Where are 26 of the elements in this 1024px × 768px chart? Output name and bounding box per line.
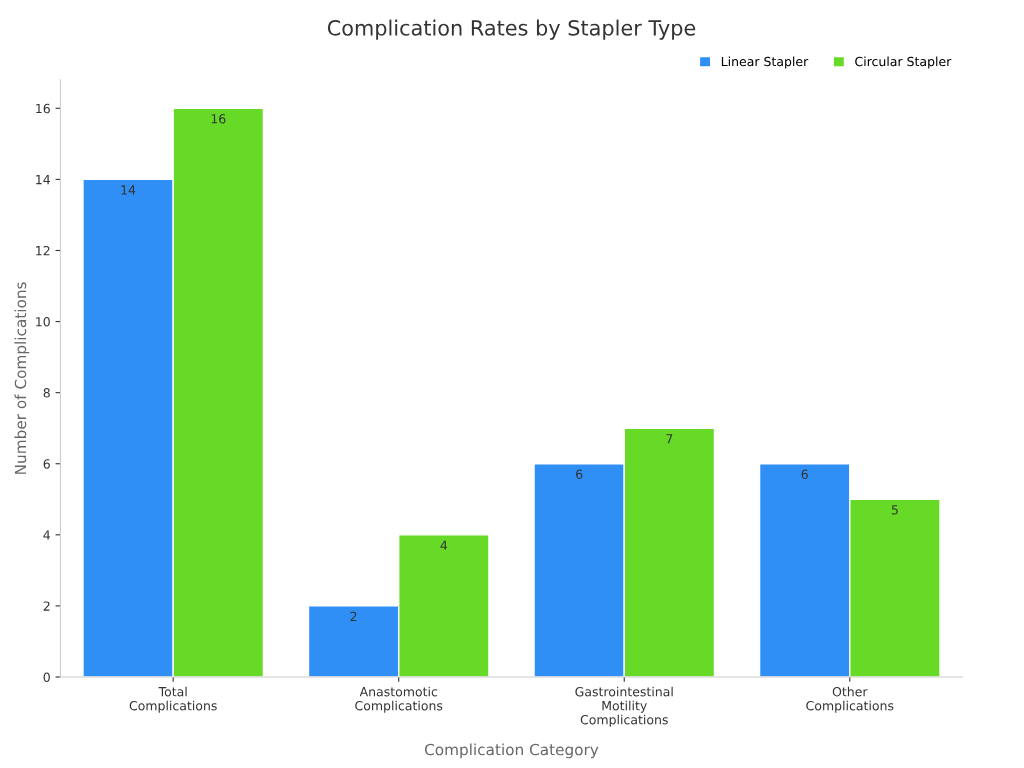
- y-tick-label: 6: [43, 459, 50, 469]
- data-label: 5: [891, 505, 898, 515]
- y-tick-label: 2: [43, 601, 50, 611]
- y-tick-label: 14: [36, 175, 50, 185]
- chart-title: Complication Rates by Stapler Type: [327, 19, 696, 40]
- x-tick-label: Total Complications: [129, 686, 217, 713]
- y-tick-label: 8: [43, 388, 50, 398]
- data-label: 16: [211, 114, 226, 124]
- data-label: 4: [440, 540, 448, 550]
- legend-label: Linear Stapler: [721, 56, 809, 69]
- data-label: 7: [666, 434, 673, 444]
- data-label: 6: [576, 469, 583, 479]
- data-label: 2: [350, 611, 357, 621]
- y-axis-title: Number of Complications: [14, 282, 30, 474]
- data-label: 6: [801, 469, 808, 479]
- legend-label: Circular Stapler: [855, 56, 952, 69]
- x-tick-label: Gastrointestinal Motility Complications: [575, 686, 673, 727]
- y-tick-label: 10: [36, 317, 50, 327]
- y-tick-label: 12: [36, 245, 50, 256]
- y-tick-label: 4: [43, 530, 50, 540]
- x-tick-label: Anastomotic Complications: [355, 686, 443, 713]
- data-label: 14: [121, 185, 136, 195]
- y-tick-label: 0: [43, 672, 50, 682]
- x-axis-title: Complication Category: [424, 743, 599, 759]
- x-tick-label: Other Complications: [806, 686, 894, 713]
- y-tick-label: 16: [36, 103, 50, 114]
